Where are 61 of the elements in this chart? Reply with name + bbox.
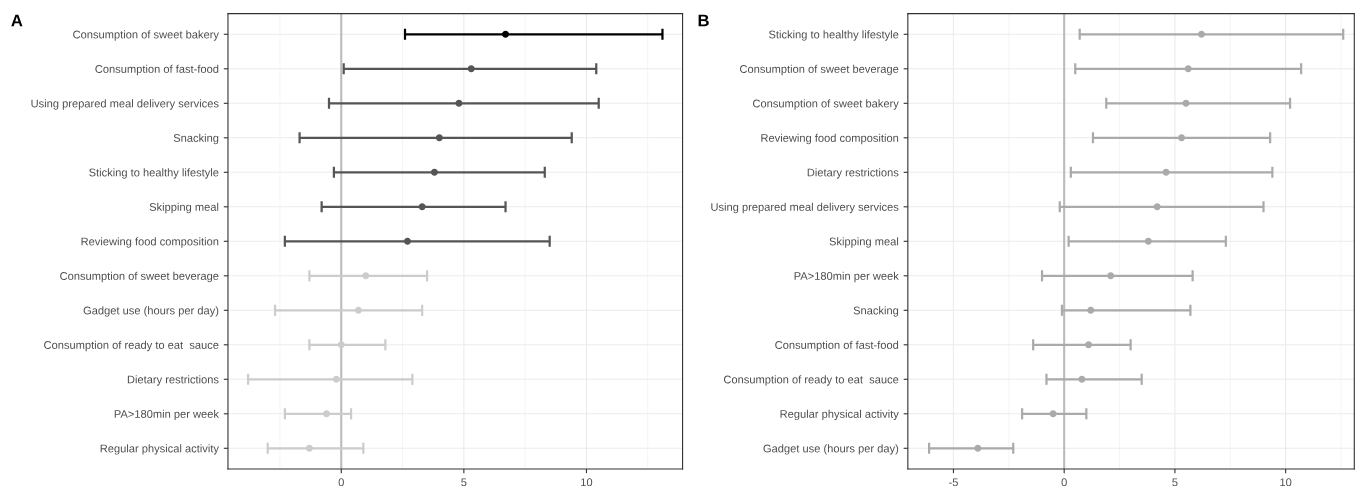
- y-tick-label: Skipping meal: [829, 237, 899, 248]
- point: [974, 444, 982, 452]
- point: [1107, 272, 1115, 280]
- y-tick-label: Consumption of sweet beverage: [60, 271, 219, 283]
- point: [1087, 306, 1095, 314]
- y-tick-label: Skipping meal: [149, 202, 219, 214]
- point: [467, 65, 475, 73]
- y-tick-label: Consumption of sweet bakery: [753, 99, 899, 110]
- point: [1049, 410, 1057, 418]
- y-tick-label: Consumption of ready to eat sauce: [723, 375, 899, 386]
- point: [1184, 65, 1192, 73]
- y-tick-label: Snacking: [853, 306, 899, 317]
- y-tick-label: Dietary restrictions: [807, 168, 899, 179]
- point: [337, 341, 345, 349]
- point: [305, 444, 313, 452]
- point: [435, 134, 443, 142]
- point: [1153, 203, 1161, 211]
- y-tick-label: Gadget use (hours per day): [83, 306, 219, 317]
- x-tick-label: 10: [581, 478, 593, 486]
- y-tick-label: Consumption of sweet beverage: [740, 64, 899, 76]
- point: [1178, 134, 1186, 142]
- point: [354, 306, 362, 314]
- point: [1078, 375, 1086, 383]
- y-tick-label: Regular physical activity: [780, 409, 899, 421]
- point: [430, 168, 438, 176]
- point: [1182, 99, 1190, 107]
- y-tick-label: Sticking to healthy lifestyle: [89, 168, 219, 179]
- x-tick-label: 5: [1172, 478, 1178, 486]
- point: [362, 272, 370, 280]
- text: B: [698, 14, 709, 27]
- y-tick-label: Reviewing food composition: [761, 133, 899, 145]
- y-tick-label: Gadget use (hours per day): [763, 444, 899, 455]
- x-tick-label: -5: [949, 478, 958, 486]
- point: [1085, 341, 1093, 349]
- y-tick-label: Snacking: [173, 133, 219, 145]
- y-tick-label: Consumption of fast-food: [95, 64, 219, 76]
- point: [403, 237, 411, 245]
- x-tick-label: 0: [338, 478, 344, 486]
- x-tick-label: 0: [1061, 478, 1067, 486]
- y-tick-label: Using prepared meal delivery services: [31, 99, 219, 110]
- point: [323, 410, 331, 418]
- y-tick-label: Consumption of sweet bakery: [73, 30, 219, 41]
- point: [455, 99, 463, 107]
- y-tick-label: PA>180min per week: [114, 409, 219, 421]
- y-tick-label: Consumption of ready to eat sauce: [44, 340, 219, 352]
- y-tick-label: Dietary restrictions: [127, 375, 219, 386]
- point: [1144, 237, 1152, 245]
- point: [1198, 30, 1205, 38]
- y-tick-label: Regular physical activity: [100, 444, 219, 455]
- x-tick-label: 5: [461, 478, 467, 486]
- text: A: [11, 14, 23, 27]
- point: [332, 375, 340, 383]
- point: [1162, 168, 1170, 176]
- y-tick-label: Consumption of fast-food: [775, 340, 899, 352]
- y-tick-label: Sticking to healthy lifestyle: [769, 30, 899, 41]
- y-tick-label: Using prepared meal delivery services: [711, 202, 899, 214]
- point: [502, 30, 510, 38]
- x-tick-label: 10: [1280, 478, 1292, 486]
- point: [418, 203, 426, 211]
- y-tick-label: Reviewing food composition: [81, 237, 219, 248]
- y-tick-label: PA>180min per week: [794, 271, 899, 283]
